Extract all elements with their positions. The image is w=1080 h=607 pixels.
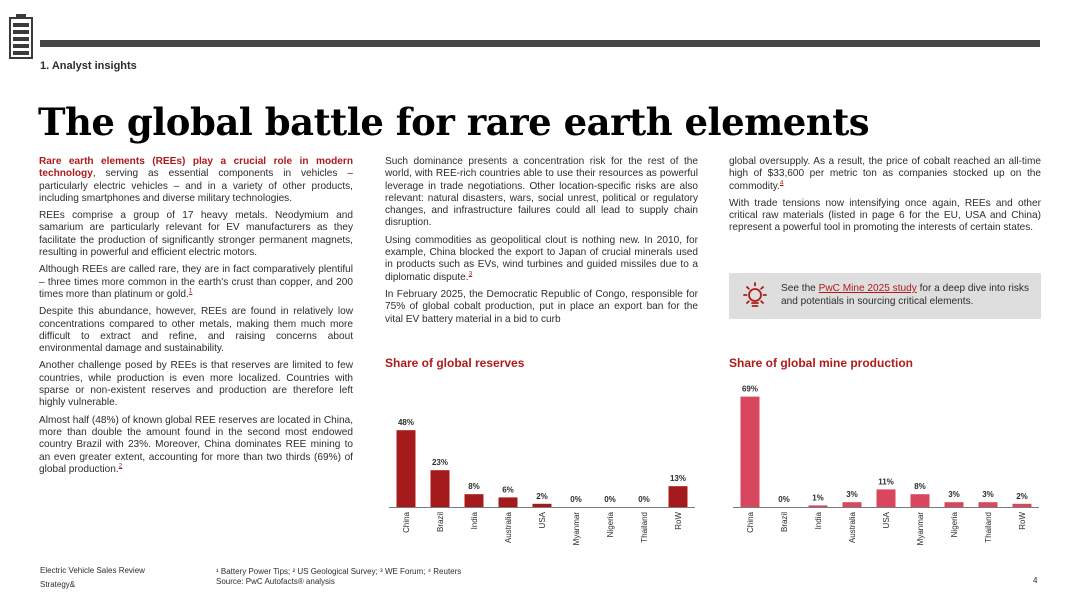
category-label: USA xyxy=(538,511,547,528)
category-label: Nigeria xyxy=(950,511,959,537)
footnote-ref[interactable]: 1 xyxy=(188,287,193,295)
paragraph: In February 2025, the Democratic Republi… xyxy=(385,288,698,325)
data-label: 0% xyxy=(778,495,790,504)
paragraph: REEs comprise a group of 17 heavy metals… xyxy=(39,210,353,259)
category-label: India xyxy=(470,511,479,529)
brand-name: Strategy& xyxy=(40,580,76,589)
bar-usa xyxy=(532,503,552,507)
paragraph: Another challenge posed by REEs is that … xyxy=(39,360,353,409)
paragraph: With trade tensions now intensifying onc… xyxy=(729,197,1041,234)
bar-china xyxy=(740,396,760,507)
footnote-ref[interactable]: 3 xyxy=(468,270,473,278)
callout-box: See the PwC Mine 2025 study for a deep d… xyxy=(729,273,1041,319)
paragraph: Despite this abundance, however, REEs ar… xyxy=(39,306,353,355)
category-label: RoW xyxy=(1018,512,1027,530)
data-label: 23% xyxy=(432,458,448,467)
category-label: Australia xyxy=(848,511,857,543)
data-label: 6% xyxy=(502,485,514,494)
category-label: Brazil xyxy=(780,512,789,532)
mine-study-link[interactable]: PwC Mine 2025 study xyxy=(818,283,917,294)
footnotes: ¹ Battery Power Tips; ² US Geological Su… xyxy=(216,567,461,587)
reserves-chart-title: Share of global reserves xyxy=(385,356,525,370)
footnote-ref[interactable]: 4 xyxy=(779,179,784,187)
page-title: The global battle for rare earth element… xyxy=(38,100,870,144)
lead-text: Rare earth elements (REEs) play a crucia… xyxy=(39,156,353,180)
bar-nigeria xyxy=(944,502,964,507)
data-label: 1% xyxy=(812,493,824,502)
bar-row xyxy=(668,486,688,507)
data-label: 69% xyxy=(742,385,758,394)
category-label: Myanmar xyxy=(572,512,581,546)
bar-row xyxy=(1012,503,1032,507)
data-label: 2% xyxy=(536,492,548,501)
category-label: China xyxy=(746,511,755,532)
text-column-3: global oversupply. As a result, the pric… xyxy=(729,156,1041,240)
category-label: Brazil xyxy=(436,512,445,532)
bar-australia xyxy=(842,502,862,507)
footnote-list: ¹ Battery Power Tips; ² US Geological Su… xyxy=(216,567,462,576)
document-logo-icon xyxy=(9,14,33,59)
text-column-1: Rare earth elements (REEs) play a crucia… xyxy=(39,156,353,481)
category-label: Australia xyxy=(504,511,513,543)
source-note: Source: PwC Autofacts® analysis xyxy=(216,577,335,586)
bar-china xyxy=(396,430,416,507)
paragraph: Rare earth elements (REEs) play a crucia… xyxy=(39,156,353,204)
bar-thailand xyxy=(978,502,998,507)
category-label: RoW xyxy=(674,512,683,530)
data-label: 3% xyxy=(846,490,858,499)
category-label: India xyxy=(814,511,823,529)
data-label: 0% xyxy=(638,495,650,504)
category-label: China xyxy=(402,511,411,532)
publication-name: Electric Vehicle Sales Review xyxy=(40,566,145,575)
lightbulb-icon xyxy=(743,282,767,307)
data-label: 3% xyxy=(982,490,994,499)
category-label: Nigeria xyxy=(606,511,615,537)
paragraph: Although REEs are called rare, they are … xyxy=(39,264,353,300)
category-label: USA xyxy=(882,511,891,528)
header-bar xyxy=(40,40,1040,47)
section-label: 1. Analyst insights xyxy=(40,60,137,72)
bar-myanmar xyxy=(910,494,930,507)
data-label: 13% xyxy=(670,474,686,483)
reserves-bar-chart: 48% China 23% Brazil 8% India 6% Australia 2% USA… xyxy=(389,418,695,546)
paragraph: global oversupply. As a result, the pric… xyxy=(729,156,1041,192)
bar-india xyxy=(808,505,828,507)
data-label: 0% xyxy=(604,495,616,504)
paragraph: Such dominance presents a concentration … xyxy=(385,156,698,229)
data-label: 48% xyxy=(398,418,414,427)
bar-australia xyxy=(498,497,518,507)
footnote-ref[interactable]: 2 xyxy=(118,462,123,470)
bar-usa xyxy=(876,489,896,507)
paragraph: Using commodities as geopolitical clout … xyxy=(385,234,698,283)
data-label: 2% xyxy=(1016,492,1028,501)
category-label: Thailand xyxy=(640,512,649,543)
data-label: 3% xyxy=(948,490,960,499)
data-label: 11% xyxy=(878,477,894,486)
paragraph: Almost half (48%) of known global REE re… xyxy=(39,414,353,475)
category-label: Thailand xyxy=(984,512,993,543)
text-column-2: Such dominance presents a concentration … xyxy=(385,156,698,331)
page-number: 4 xyxy=(1033,576,1038,585)
production-bar-chart: 69% China 0% Brazil 1% India 3% Australia 11% USA… xyxy=(733,385,1039,546)
bar-brazil xyxy=(430,470,450,507)
production-chart-title: Share of global mine production xyxy=(729,356,914,370)
data-label: 8% xyxy=(914,482,926,491)
data-label: 8% xyxy=(468,482,480,491)
category-label: Myanmar xyxy=(916,512,925,546)
data-label: 0% xyxy=(570,495,582,504)
bar-india xyxy=(464,494,484,507)
